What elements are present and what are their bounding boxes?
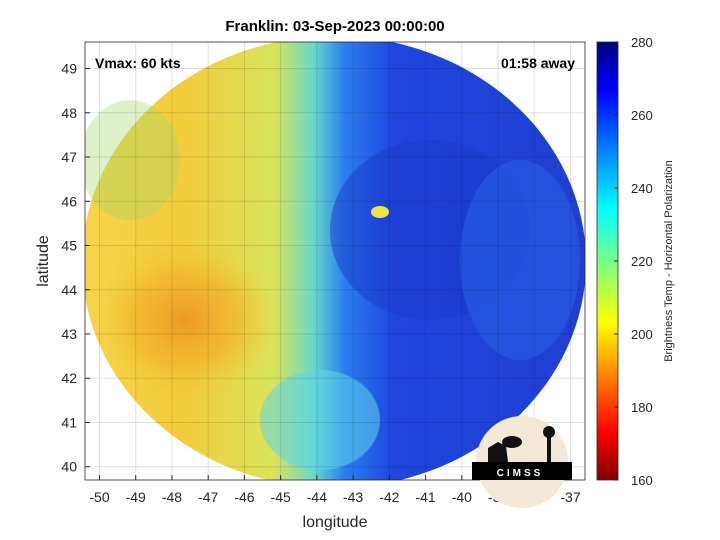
x-axis-label: longitude xyxy=(303,514,368,531)
y-tick-label: 45 xyxy=(61,238,77,254)
y-tick-label: 44 xyxy=(61,282,77,298)
y-tick-label: 41 xyxy=(61,414,77,430)
y-tick-label: 46 xyxy=(61,193,77,209)
x-tick-label: -46 xyxy=(234,489,254,505)
y-tick-label: 40 xyxy=(61,459,77,475)
colorbar-tick-label: 280 xyxy=(631,35,653,50)
y-tick-label: 43 xyxy=(61,326,77,342)
chart-title: Franklin: 03-Sep-2023 00:00:00 xyxy=(225,18,444,35)
y-axis-label: latitude xyxy=(35,235,52,287)
vmax-annotation: Vmax: 60 kts xyxy=(95,55,181,71)
colorbar-tick-label: 200 xyxy=(631,327,653,342)
y-tick-label: 48 xyxy=(61,105,77,121)
y-tick-label: 49 xyxy=(61,61,77,77)
y-ticks: 40 41 42 43 44 45 46 47 48 49 xyxy=(61,61,90,475)
colorbar-label: Brightness Temp - Horizontal Polarizatio… xyxy=(663,160,675,362)
colorbar-tick-label: 240 xyxy=(631,181,653,196)
axes-frame xyxy=(84,41,586,481)
colorbar-tick-label: 180 xyxy=(631,400,653,415)
y-tick-label: 47 xyxy=(61,149,77,165)
colorbar-ticks: 160 180 200 220 240 260 280 xyxy=(614,35,653,488)
x-tick-label: -40 xyxy=(452,489,472,505)
x-tick-label: -47 xyxy=(198,489,218,505)
eta-annotation: 01:58 away xyxy=(501,55,575,71)
x-tick-label: -45 xyxy=(271,489,291,505)
colorbar-tick-label: 160 xyxy=(631,473,653,488)
x-tick-label: -50 xyxy=(89,489,109,505)
colorbar-tick-label: 220 xyxy=(631,254,653,269)
warm-spot-eye xyxy=(371,206,389,218)
x-tick-label: -49 xyxy=(126,489,146,505)
y-tick-label: 42 xyxy=(61,370,77,386)
colorbar: 160 180 200 220 240 260 280 Brightness Temp - … xyxy=(596,35,675,488)
x-tick-label: -41 xyxy=(415,489,435,505)
plot-area: -50-49-48-47-46-45-44-43-42-41-40-39-38-… xyxy=(61,41,586,505)
colorbar-tick-label: 260 xyxy=(631,108,653,123)
swath-image xyxy=(85,42,585,480)
x-tick-label: -43 xyxy=(343,489,363,505)
x-tick-label: -42 xyxy=(379,489,399,505)
x-tick-label: -44 xyxy=(307,489,327,505)
logo-text: CIMSS xyxy=(497,468,544,479)
x-tick-label: -37 xyxy=(560,489,580,505)
x-tick-label: -48 xyxy=(162,489,182,505)
cimss-logo: CIMSS xyxy=(472,416,572,508)
